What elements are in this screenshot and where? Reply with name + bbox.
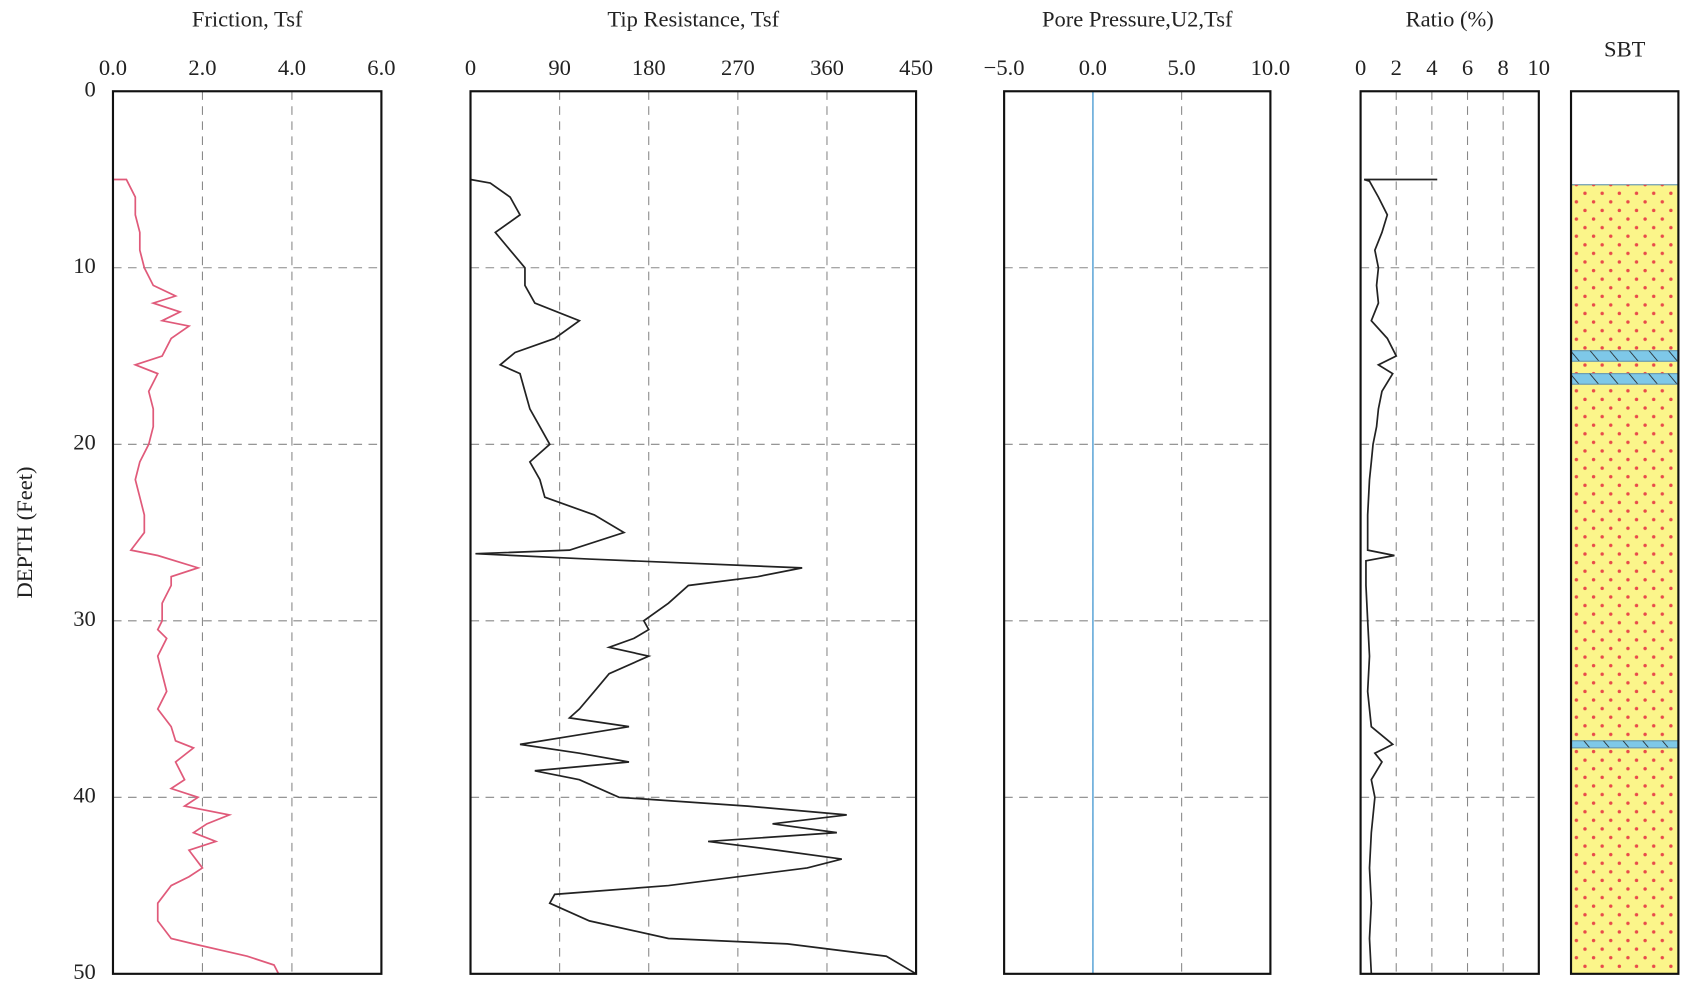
- y-tick-label: 0: [85, 76, 96, 101]
- x-tick-label: 5.0: [1168, 55, 1196, 80]
- x-tick-label: 2: [1391, 55, 1402, 80]
- x-tick-label: 0.0: [1079, 55, 1107, 80]
- x-tick-label: 450: [899, 55, 933, 80]
- y-axis-title: DEPTH (Feet): [12, 467, 37, 599]
- data-line: [113, 91, 279, 974]
- x-tick-label: 360: [810, 55, 844, 80]
- y-tick-label: 10: [73, 253, 96, 278]
- panel-title: Tip Resistance, Tsf: [607, 7, 779, 32]
- panel-frame: [471, 91, 917, 974]
- panel-title: SBT: [1604, 37, 1646, 62]
- x-tick-label: 6: [1462, 55, 1473, 80]
- x-tick-label: 2.0: [188, 55, 216, 80]
- x-tick-label: 0.0: [99, 55, 127, 80]
- y-tick-label: 30: [73, 606, 96, 631]
- soil-pattern: [1571, 384, 1678, 741]
- x-tick-label: 4: [1426, 55, 1437, 80]
- y-tick-label: 20: [73, 429, 96, 454]
- x-tick-label: 8: [1498, 55, 1509, 80]
- x-tick-label: 6.0: [367, 55, 395, 80]
- data-line: [1364, 180, 1437, 974]
- panel-frame: [1361, 91, 1539, 974]
- x-tick-label: 0: [465, 55, 476, 80]
- x-tick-label: −5.0: [984, 55, 1025, 80]
- x-tick-label: 180: [632, 55, 666, 80]
- x-tick-label: 90: [548, 55, 571, 80]
- soil-pattern: [1571, 361, 1678, 373]
- y-tick-label: 40: [73, 782, 96, 807]
- y-tick-label: 50: [73, 959, 96, 984]
- cpt-log: Friction, Tsf0.02.04.06.001020304050DEPT…: [0, 0, 1684, 991]
- x-tick-label: 270: [721, 55, 755, 80]
- soil-pattern: [1571, 741, 1678, 748]
- soil-layer: [1571, 91, 1678, 185]
- x-tick-label: 10: [1528, 55, 1551, 80]
- soil-pattern: [1571, 351, 1678, 362]
- panel-frame: [113, 91, 381, 974]
- panel-title: Ratio (%): [1406, 7, 1494, 32]
- x-tick-label: 4.0: [278, 55, 306, 80]
- soil-pattern: [1571, 374, 1678, 385]
- data-line: [471, 180, 917, 974]
- x-tick-label: 10.0: [1251, 55, 1290, 80]
- x-tick-label: 0: [1355, 55, 1366, 80]
- panel-title: Pore Pressure,U2,Tsf: [1042, 7, 1233, 32]
- soil-pattern: [1571, 185, 1678, 351]
- soil-pattern: [1571, 748, 1678, 974]
- panel-frame: [1004, 91, 1270, 974]
- panel-title: Friction, Tsf: [192, 7, 303, 32]
